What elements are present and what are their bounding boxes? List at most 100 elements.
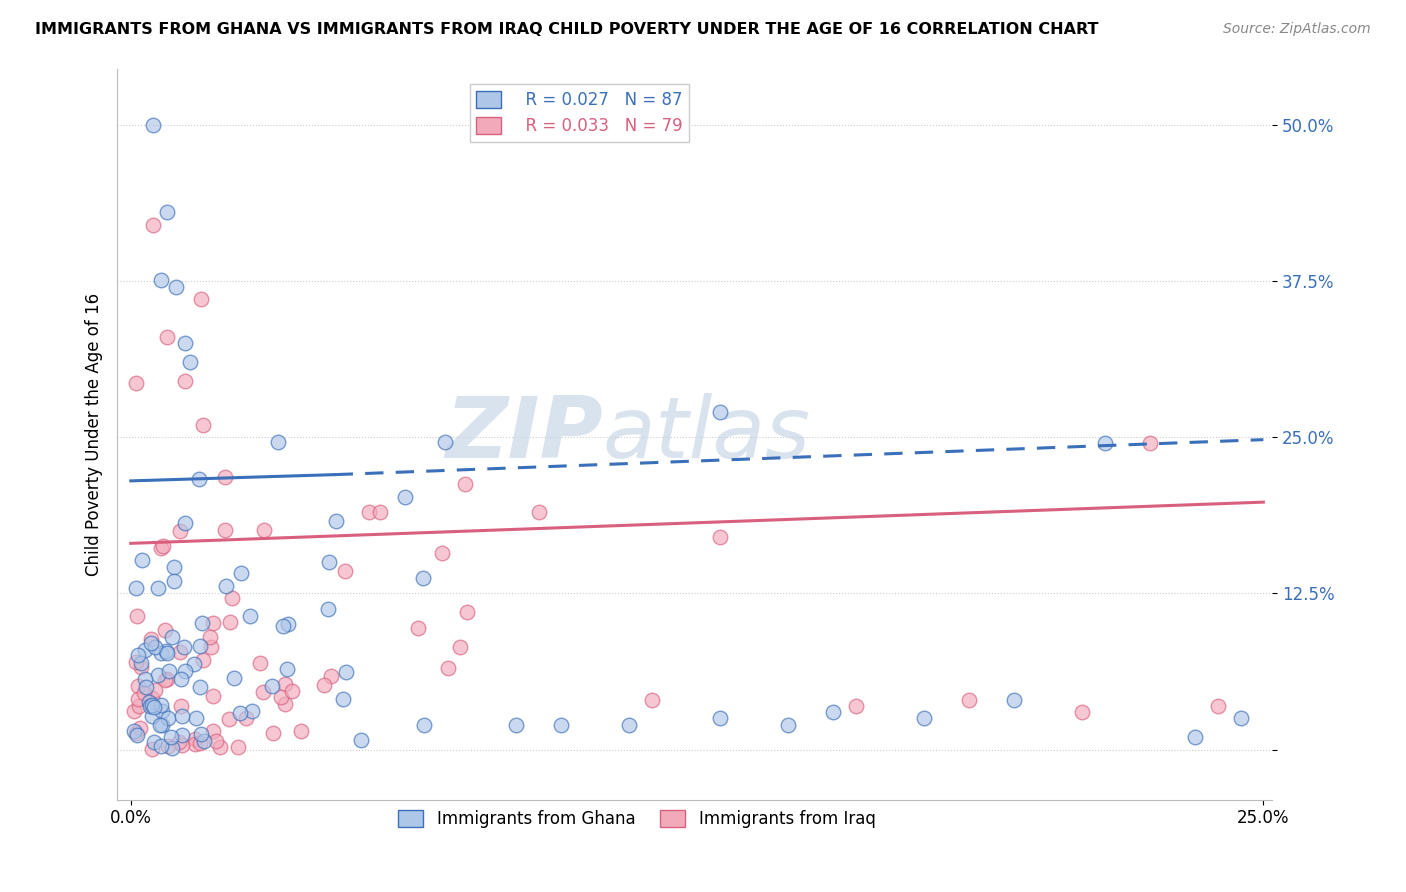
- Point: [1071, 705, 1094, 719]
- Point: [153, 624, 176, 638]
- Point: [335, 665, 357, 680]
- Point: [134, 672, 156, 686]
- Point: [1139, 436, 1161, 450]
- Point: [129, 657, 152, 671]
- Point: [141, 742, 163, 756]
- Point: [173, 640, 195, 654]
- Point: [142, 735, 165, 749]
- Point: [172, 739, 194, 753]
- Point: [201, 616, 224, 631]
- Point: [124, 726, 146, 740]
- Point: [170, 672, 193, 686]
- Point: [150, 704, 173, 718]
- Point: [433, 435, 456, 450]
- Point: [1229, 711, 1251, 725]
- Point: [201, 690, 224, 704]
- Point: [159, 731, 181, 745]
- Point: [149, 718, 172, 732]
- Point: [127, 692, 149, 706]
- Point: [139, 636, 162, 650]
- Point: [156, 739, 179, 753]
- Point: [132, 686, 155, 700]
- Point: [148, 668, 170, 682]
- Point: [214, 469, 236, 483]
- Point: [188, 680, 211, 694]
- Point: [142, 700, 165, 714]
- Point: [190, 727, 212, 741]
- Point: [262, 725, 284, 739]
- Point: [188, 472, 211, 486]
- Point: [249, 657, 271, 671]
- Point: [128, 698, 150, 713]
- Text: ZIP: ZIP: [444, 392, 602, 475]
- Point: [290, 724, 312, 739]
- Point: [162, 574, 184, 588]
- Text: atlas: atlas: [602, 392, 810, 475]
- Point: [350, 732, 373, 747]
- Point: [156, 647, 179, 661]
- Point: [122, 704, 145, 718]
- Point: [125, 582, 148, 596]
- Point: [163, 560, 186, 574]
- Point: [641, 692, 664, 706]
- Point: [260, 679, 283, 693]
- Point: [527, 505, 550, 519]
- Point: [274, 677, 297, 691]
- Point: [156, 711, 179, 725]
- Y-axis label: Child Poverty Under the Age of 16: Child Poverty Under the Age of 16: [86, 293, 103, 575]
- Point: [454, 476, 477, 491]
- Point: [138, 695, 160, 709]
- Point: [456, 605, 478, 619]
- Point: [1002, 692, 1025, 706]
- Point: [318, 601, 340, 615]
- Point: [149, 698, 172, 712]
- Point: [156, 672, 179, 686]
- Point: [253, 523, 276, 537]
- Point: [193, 417, 215, 432]
- Point: [776, 717, 799, 731]
- Point: [143, 683, 166, 698]
- Point: [357, 505, 380, 519]
- Point: [134, 642, 156, 657]
- Point: [214, 523, 236, 537]
- Point: [127, 679, 149, 693]
- Point: [160, 741, 183, 756]
- Point: [274, 698, 297, 712]
- Point: [709, 405, 731, 419]
- Point: [335, 564, 357, 578]
- Point: [150, 718, 173, 732]
- Point: [228, 740, 250, 755]
- Point: [200, 640, 222, 654]
- Point: [149, 541, 172, 555]
- Point: [218, 712, 240, 726]
- Point: [141, 698, 163, 712]
- Text: Source: ZipAtlas.com: Source: ZipAtlas.com: [1223, 22, 1371, 37]
- Point: [1206, 698, 1229, 713]
- Point: [193, 733, 215, 747]
- Point: [190, 639, 212, 653]
- Point: [135, 680, 157, 694]
- Point: [131, 553, 153, 567]
- Point: [550, 717, 572, 731]
- Point: [332, 692, 354, 706]
- Point: [912, 711, 935, 725]
- Point: [138, 699, 160, 714]
- Point: [160, 630, 183, 644]
- Point: [368, 505, 391, 519]
- Point: [169, 524, 191, 539]
- Point: [266, 435, 288, 450]
- Point: [430, 546, 453, 560]
- Point: [183, 657, 205, 671]
- Point: [271, 619, 294, 633]
- Point: [239, 608, 262, 623]
- Point: [125, 655, 148, 669]
- Point: [174, 664, 197, 678]
- Point: [169, 645, 191, 659]
- Point: [184, 737, 207, 751]
- Point: [845, 698, 868, 713]
- Point: [172, 708, 194, 723]
- Point: [209, 739, 232, 754]
- Point: [150, 739, 173, 753]
- Point: [170, 699, 193, 714]
- Point: [242, 704, 264, 718]
